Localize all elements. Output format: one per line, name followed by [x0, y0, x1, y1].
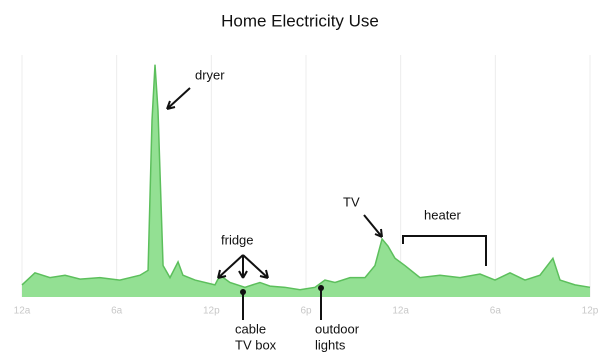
annotation: TV box — [235, 337, 277, 352]
x-tick-label: 6p — [300, 306, 312, 317]
chart-title: Home Electricity Use — [221, 11, 379, 30]
x-tick-label: 12a — [392, 306, 409, 317]
x-tick-label: 6a — [490, 306, 502, 317]
annotation: heater — [424, 207, 462, 222]
x-tick-label: 6a — [111, 306, 123, 317]
grid: 12a 6a 12p 6p 12a 6a 12p — [14, 55, 599, 317]
x-tick-label: 12p — [203, 306, 220, 317]
annotation: outdoor — [315, 321, 360, 336]
plot — [21, 64, 591, 298]
annotations: dryer TV heater fridge cable TV box outd… — [166, 67, 487, 352]
annotation: TV — [343, 194, 360, 209]
marker — [240, 289, 246, 295]
x-tick-label: 12p — [582, 306, 599, 317]
marker — [318, 285, 324, 291]
line — [21, 64, 591, 291]
annotation: cable — [235, 321, 266, 336]
annotation: lights — [315, 337, 346, 352]
arrow — [217, 254, 269, 279]
arrow — [166, 87, 191, 110]
arrow — [363, 214, 383, 238]
x-tick-label: 12a — [14, 306, 31, 317]
annotation: dryer — [195, 67, 225, 82]
bracket — [402, 235, 487, 266]
annotation: fridge — [221, 232, 254, 247]
